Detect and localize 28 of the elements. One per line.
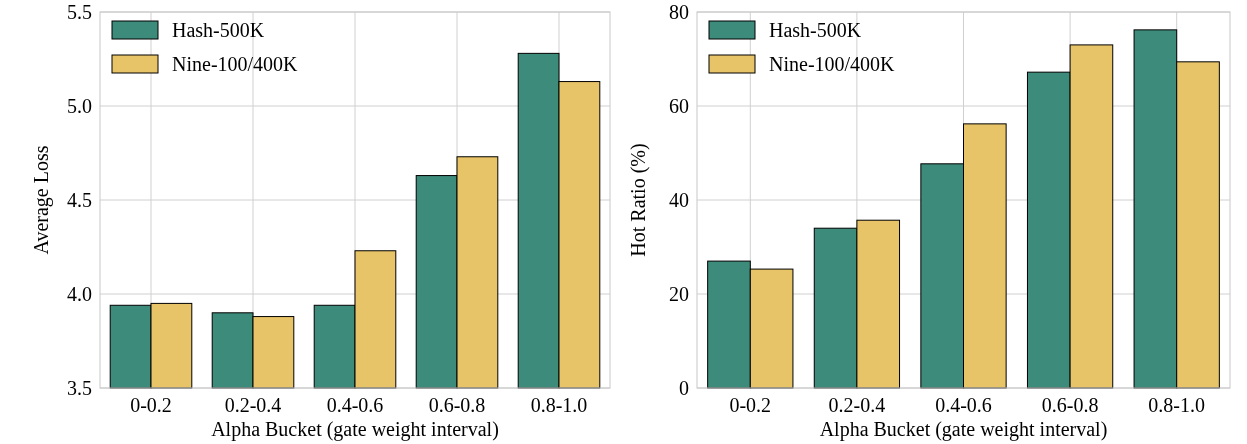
y-tick-label: 4.5	[67, 189, 92, 211]
legend-label: Nine-100/400K	[172, 53, 299, 75]
y-tick-label: 5.5	[67, 1, 92, 23]
y-tick-label: 3.5	[67, 377, 92, 399]
x-tick-label: 0.6-0.8	[428, 394, 486, 416]
x-tick-label: 0.2-0.4	[828, 394, 886, 416]
y-tick-label: 80	[669, 1, 689, 23]
x-tick-label: 0.8-1.0	[530, 394, 588, 416]
y-tick-label: 5.0	[67, 95, 92, 117]
x-axis-title: Alpha Bucket (gate weight interval)	[211, 418, 499, 441]
y-tick-label: 4.0	[67, 283, 92, 305]
legend-label: Hash-500K	[769, 19, 862, 41]
x-tick-label: 0.8-1.0	[1148, 394, 1206, 416]
x-tick-label: 0.2-0.4	[224, 394, 282, 416]
y-tick-label: 60	[669, 95, 689, 117]
legend-label: Nine-100/400K	[769, 53, 896, 75]
x-axis-title: Alpha Bucket (gate weight interval)	[819, 418, 1108, 441]
x-tick-label: 0-0.2	[729, 394, 772, 416]
y-tick-label: 40	[669, 189, 689, 211]
y-axis-title: Hot Ratio (%)	[627, 143, 650, 257]
x-tick-label: 0.4-0.6	[935, 394, 992, 416]
y-tick-label: 20	[669, 283, 689, 305]
x-tick-label: 0-0.2	[130, 394, 172, 416]
y-axis-title: Average Loss	[30, 145, 53, 255]
y-tick-label: 0	[679, 377, 689, 399]
x-tick-label: 0.4-0.6	[326, 394, 384, 416]
x-tick-label: 0.6-0.8	[1041, 394, 1099, 416]
legend-label: Hash-500K	[172, 19, 265, 41]
